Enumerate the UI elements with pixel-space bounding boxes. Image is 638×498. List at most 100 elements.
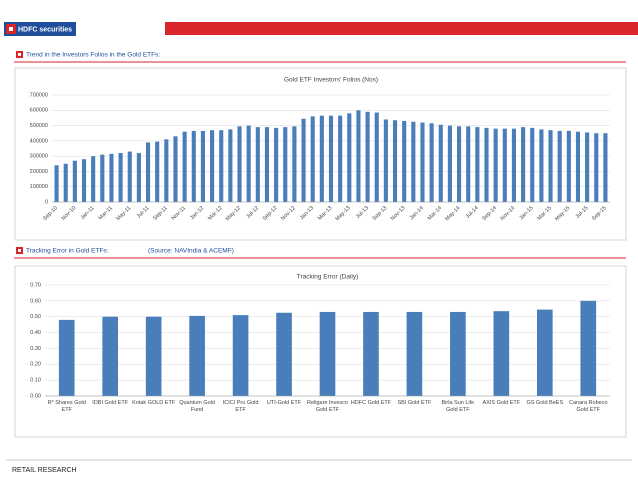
bar bbox=[200, 130, 205, 202]
bar bbox=[155, 141, 160, 202]
bar bbox=[392, 120, 398, 202]
bar bbox=[466, 126, 471, 202]
bar bbox=[189, 315, 205, 396]
x-tick-label: UTI-Gold ETF bbox=[266, 400, 302, 406]
bar bbox=[91, 156, 96, 202]
bar bbox=[383, 119, 388, 202]
bar bbox=[210, 130, 215, 202]
y-tick-label: 0.70 bbox=[30, 282, 41, 288]
bar bbox=[580, 300, 597, 396]
bar bbox=[100, 154, 105, 202]
y-tick-label: 400000 bbox=[30, 138, 48, 144]
logo-box bbox=[4, 22, 76, 36]
y-tick-label: 500000 bbox=[30, 123, 48, 129]
bar bbox=[228, 129, 233, 202]
section-icon-inner bbox=[18, 53, 21, 56]
bar bbox=[363, 311, 379, 396]
bar bbox=[292, 126, 297, 202]
bar bbox=[145, 316, 162, 396]
bar bbox=[502, 128, 507, 202]
bar bbox=[557, 130, 562, 202]
y-tick-label: 100000 bbox=[30, 184, 48, 190]
bar bbox=[374, 112, 379, 202]
bar bbox=[328, 115, 334, 202]
y-tick-label: 200000 bbox=[30, 169, 48, 175]
y-tick-label: 0.40 bbox=[30, 330, 41, 336]
logo-text: HDFC securities bbox=[18, 26, 72, 33]
bar bbox=[145, 142, 151, 202]
bar bbox=[127, 151, 132, 202]
bar bbox=[173, 136, 178, 202]
section-source: (Source: NAVIndia & ACEMF) bbox=[148, 248, 234, 255]
x-tick-label-box: UTI-Gold ETF bbox=[266, 400, 302, 406]
x-tick-label-box: Religare Invesco Gold ETF bbox=[307, 400, 348, 413]
bar bbox=[530, 127, 535, 202]
bar bbox=[182, 131, 187, 202]
x-tick-label: HDFC Gold ETF bbox=[350, 400, 392, 406]
bar bbox=[136, 153, 141, 202]
bar bbox=[475, 127, 480, 202]
bar bbox=[484, 127, 489, 202]
bar bbox=[420, 122, 425, 202]
bar bbox=[102, 316, 119, 396]
section-heading: Tracking Error in Gold ETFs: bbox=[26, 248, 109, 255]
bar bbox=[493, 128, 498, 202]
bar bbox=[429, 123, 434, 202]
x-tick-label: ICICI Pru Gold ETF bbox=[222, 400, 259, 413]
header-bar bbox=[165, 22, 638, 35]
bar bbox=[72, 160, 77, 202]
bar bbox=[447, 125, 452, 202]
y-tick-label: 0.60 bbox=[30, 298, 41, 304]
bar bbox=[109, 153, 114, 202]
bar bbox=[54, 165, 59, 202]
bar bbox=[164, 139, 169, 202]
bar bbox=[319, 311, 336, 396]
x-tick-label: Religare Invesco Gold ETF bbox=[307, 400, 348, 413]
y-tick-label: 0.10 bbox=[30, 378, 41, 384]
x-tick-label: Birla Sun Life Gold ETF bbox=[441, 400, 475, 413]
bar bbox=[219, 130, 224, 202]
x-tick-label: AXIS Gold ETF bbox=[482, 400, 521, 406]
bar bbox=[365, 111, 370, 202]
bar bbox=[521, 127, 526, 202]
bar bbox=[566, 130, 571, 202]
bar bbox=[438, 124, 443, 202]
bar bbox=[276, 312, 292, 396]
bar bbox=[356, 110, 361, 202]
bar bbox=[58, 319, 75, 396]
bar bbox=[246, 125, 251, 202]
y-tick-label: 0.50 bbox=[30, 314, 41, 320]
y-tick-label: 300000 bbox=[30, 154, 48, 160]
bar bbox=[511, 128, 517, 202]
bar bbox=[274, 127, 279, 202]
logo-icon-inner bbox=[9, 27, 13, 31]
x-tick-label-box: HDFC Gold ETF bbox=[350, 400, 392, 406]
bar bbox=[118, 153, 123, 202]
bar bbox=[310, 116, 315, 202]
bar bbox=[237, 126, 242, 202]
section-icon-inner bbox=[18, 249, 21, 252]
bar bbox=[575, 131, 581, 202]
x-tick-label-box: Birla Sun Life Gold ETF bbox=[441, 400, 475, 413]
bar bbox=[402, 120, 407, 202]
bar bbox=[548, 130, 553, 202]
x-tick-label: R* Shares Gold ETF bbox=[47, 400, 86, 413]
section-heading: Trend in the Investors Folios in the Gol… bbox=[26, 52, 160, 59]
x-tick-label-box: Canara Robeco Gold ETF bbox=[569, 400, 608, 413]
x-tick-label-box: IDBI Gold ETF bbox=[92, 400, 128, 406]
bar bbox=[450, 311, 466, 396]
x-tick-label-box: Quantum Gold Fund bbox=[179, 400, 215, 413]
x-tick-label-box: SBI Gold ETF bbox=[397, 400, 431, 406]
bar bbox=[411, 121, 416, 202]
bar bbox=[255, 127, 260, 202]
y-tick-label: 600000 bbox=[30, 108, 48, 114]
x-tick-label: Kotak GOLD ETF bbox=[132, 400, 176, 406]
y-tick-label: 700000 bbox=[30, 92, 48, 98]
bar bbox=[63, 163, 68, 202]
footer-text: RETAIL RESEARCH bbox=[12, 467, 77, 474]
bar bbox=[301, 118, 306, 202]
y-tick-label: 0.00 bbox=[30, 393, 41, 399]
bar bbox=[406, 311, 423, 396]
bar bbox=[338, 115, 343, 202]
